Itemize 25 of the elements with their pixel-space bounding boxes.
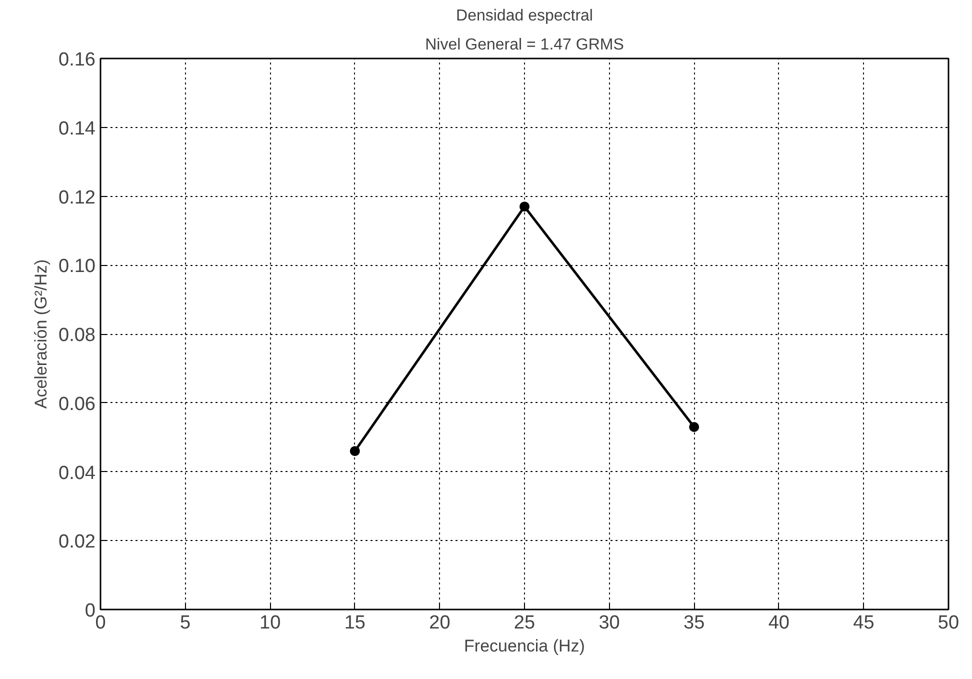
point xyxy=(350,446,360,456)
x-tick-label: 35 xyxy=(684,612,705,634)
y-tick-label: 0.16 xyxy=(58,50,96,70)
chart-title: Densidad espectral xyxy=(456,8,593,24)
x-tick-label: 30 xyxy=(598,612,620,634)
x-tick-label: 45 xyxy=(853,612,874,634)
x-tick-label: 50 xyxy=(938,612,960,634)
chart-subtitle: Nivel General = 1.47 GRMS xyxy=(425,36,624,54)
y-tick-label: 0.10 xyxy=(58,256,96,278)
y-tick-label: 0.02 xyxy=(58,532,96,553)
y-tick-label: 0.12 xyxy=(58,187,96,208)
y-tick-label: 0.06 xyxy=(58,394,96,415)
y-axis-title: Aceleración (G²/Hz) xyxy=(32,259,51,409)
x-tick-label: 40 xyxy=(768,612,790,634)
y-tick-label: 0.14 xyxy=(58,118,96,140)
x-tick-label: 15 xyxy=(344,612,366,634)
x-tick-label: 5 xyxy=(180,612,191,634)
point xyxy=(520,202,530,212)
x-tick-label: 25 xyxy=(514,612,536,634)
x-tick-label: 20 xyxy=(429,612,450,634)
x-axis-title: Frecuencia (Hz) xyxy=(464,636,585,656)
y-tick-label: 0.04 xyxy=(58,462,96,484)
x-tick-label: 10 xyxy=(260,612,281,634)
point xyxy=(689,422,700,432)
y-tick-label: 0.08 xyxy=(58,325,96,346)
